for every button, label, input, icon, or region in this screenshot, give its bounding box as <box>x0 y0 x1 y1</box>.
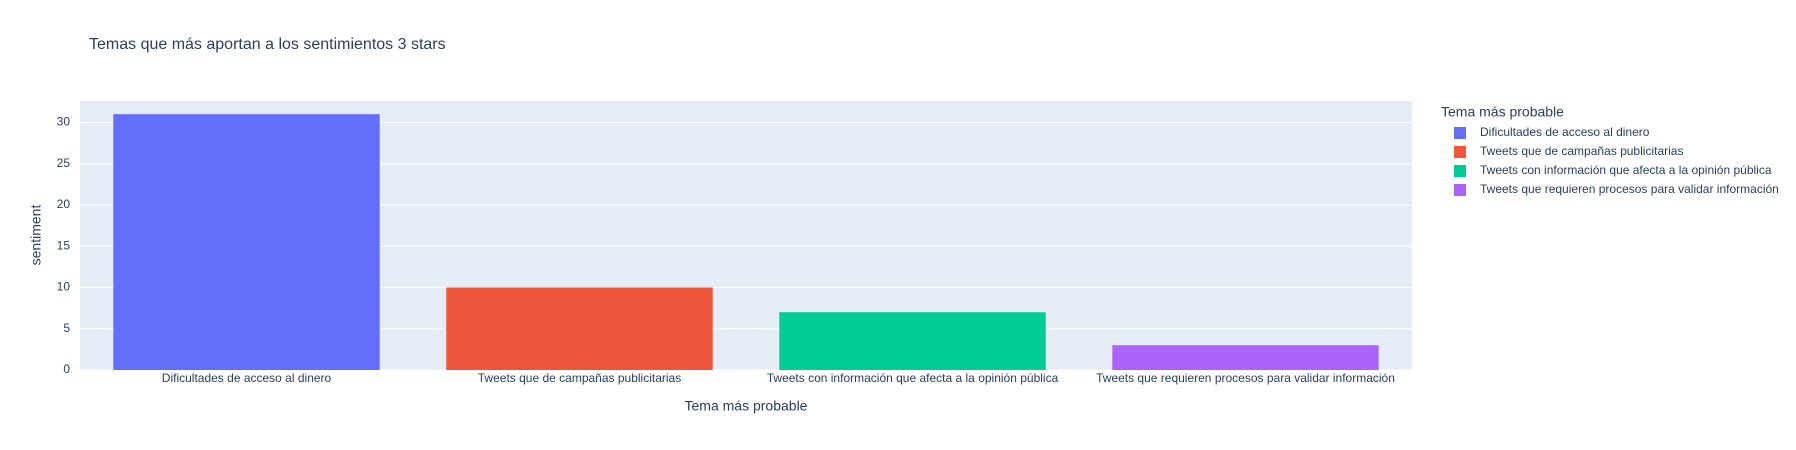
y-tick-label: 15 <box>57 238 71 252</box>
legend-label: Dificultades de acceso al dinero <box>1480 125 1650 139</box>
x-tick-label: Dificultades de acceso al dinero <box>162 371 332 385</box>
legend-label: Tweets con información que afecta a la o… <box>1480 163 1772 177</box>
legend-swatch <box>1454 184 1466 196</box>
x-axis-title: Tema más probable <box>685 398 808 414</box>
x-tick-label: Tweets con información que afecta a la o… <box>767 371 1059 385</box>
legend-swatch <box>1454 165 1466 177</box>
legend-title: Tema más probable <box>1441 104 1564 120</box>
legend-label: Tweets que de campañas publicitarias <box>1480 144 1683 158</box>
y-axis-title: sentiment <box>28 205 44 266</box>
bar <box>446 287 713 370</box>
y-tick-label: 25 <box>57 156 71 170</box>
y-tick-label: 5 <box>63 321 70 335</box>
bar <box>113 114 380 370</box>
x-tick-label: Tweets que requieren procesos para valid… <box>1096 371 1395 385</box>
legend-swatch <box>1454 127 1466 139</box>
y-tick-label: 10 <box>57 280 71 294</box>
y-tick-label: 20 <box>57 197 71 211</box>
y-tick-label: 30 <box>57 115 71 129</box>
y-tick-label: 0 <box>63 362 70 376</box>
bar <box>779 312 1046 370</box>
bar <box>1112 345 1379 370</box>
x-tick-label: Tweets que de campañas publicitarias <box>478 371 681 385</box>
chart-title: Temas que más aportan a los sentimientos… <box>89 36 446 53</box>
legend-swatch <box>1454 146 1466 158</box>
legend-label: Tweets que requieren procesos para valid… <box>1480 182 1779 196</box>
